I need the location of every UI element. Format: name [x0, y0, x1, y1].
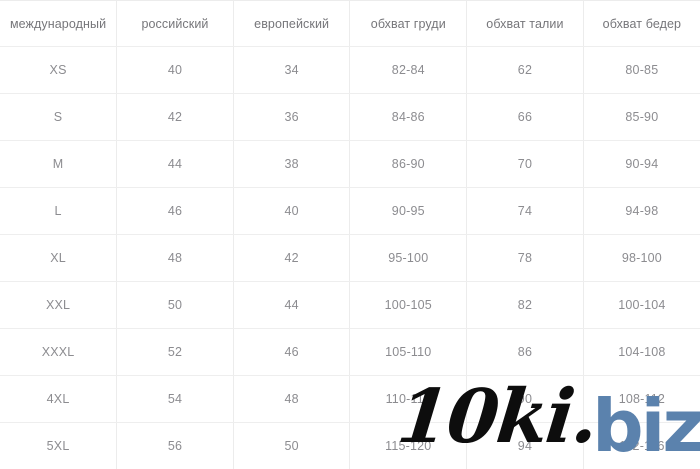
cell-international: L [0, 187, 118, 235]
table-row: M 44 38 86-90 70 90-94 [0, 140, 700, 188]
cell-european: 42 [233, 234, 351, 282]
cell-chest: 100-105 [349, 281, 468, 329]
cell-hips: 90-94 [583, 140, 700, 188]
cell-waist: 66 [466, 93, 584, 141]
cell-russian: 52 [116, 328, 234, 376]
cell-chest: 105-110 [349, 328, 468, 376]
cell-international: 5XL [0, 422, 118, 469]
cell-waist: 94 [466, 422, 584, 469]
cell-waist: 62 [466, 46, 584, 94]
cell-international: XS [0, 46, 118, 94]
cell-european: 34 [233, 46, 351, 94]
cell-hips: 108-112 [583, 375, 700, 423]
cell-hips: 100-104 [583, 281, 700, 329]
cell-russian: 54 [116, 375, 234, 423]
cell-hips: 98-100 [583, 234, 700, 282]
cell-hips: 104-108 [583, 328, 700, 376]
cell-waist: 74 [466, 187, 584, 235]
cell-chest: 115-120 [349, 422, 468, 469]
cell-waist: 78 [466, 234, 584, 282]
cell-european: 40 [233, 187, 351, 235]
cell-russian: 48 [116, 234, 234, 282]
table-header-row: международный российский европейский обх… [0, 0, 700, 47]
table-row: L 46 40 90-95 74 94-98 [0, 187, 700, 235]
column-header-international: международный [0, 0, 118, 47]
cell-european: 48 [233, 375, 351, 423]
cell-international: M [0, 140, 118, 188]
cell-waist: 70 [466, 140, 584, 188]
cell-european: 50 [233, 422, 351, 469]
table-row: XXXL 52 46 105-110 86 104-108 [0, 328, 700, 376]
cell-international: S [0, 93, 118, 141]
column-header-russian: российский [116, 0, 234, 47]
cell-chest: 110-115 [349, 375, 468, 423]
table-row: XL 48 42 95-100 78 98-100 [0, 234, 700, 282]
cell-waist: 86 [466, 328, 584, 376]
table-row: S 42 36 84-86 66 85-90 [0, 93, 700, 141]
table-row: XXL 50 44 100-105 82 100-104 [0, 281, 700, 329]
table-header: международный российский европейский обх… [0, 0, 700, 47]
column-header-chest: обхват груди [349, 0, 468, 47]
cell-european: 38 [233, 140, 351, 188]
cell-international: XXL [0, 281, 118, 329]
cell-international: XXXL [0, 328, 118, 376]
cell-waist: 90 [466, 375, 584, 423]
cell-european: 36 [233, 93, 351, 141]
table-row: XS 40 34 82-84 62 80-85 [0, 46, 700, 94]
column-header-waist: обхват талии [466, 0, 584, 47]
cell-chest: 95-100 [349, 234, 468, 282]
cell-international: 4XL [0, 375, 118, 423]
cell-russian: 42 [116, 93, 234, 141]
cell-hips: 112-116 [583, 422, 700, 469]
cell-russian: 56 [116, 422, 234, 469]
table-row: 5XL 56 50 115-120 94 112-116 [0, 422, 700, 469]
cell-russian: 40 [116, 46, 234, 94]
cell-chest: 82-84 [349, 46, 468, 94]
cell-russian: 46 [116, 187, 234, 235]
cell-hips: 94-98 [583, 187, 700, 235]
cell-chest: 90-95 [349, 187, 468, 235]
cell-russian: 44 [116, 140, 234, 188]
cell-chest: 86-90 [349, 140, 468, 188]
cell-european: 44 [233, 281, 351, 329]
table-body: XS 40 34 82-84 62 80-85 S 42 36 84-86 66… [0, 46, 700, 469]
cell-hips: 85-90 [583, 93, 700, 141]
table-row: 4XL 54 48 110-115 90 108-112 [0, 375, 700, 423]
cell-russian: 50 [116, 281, 234, 329]
cell-hips: 80-85 [583, 46, 700, 94]
column-header-european: европейский [233, 0, 351, 47]
cell-international: XL [0, 234, 118, 282]
cell-chest: 84-86 [349, 93, 468, 141]
column-header-hips: обхват бедер [583, 0, 700, 47]
cell-waist: 82 [466, 281, 584, 329]
cell-european: 46 [233, 328, 351, 376]
